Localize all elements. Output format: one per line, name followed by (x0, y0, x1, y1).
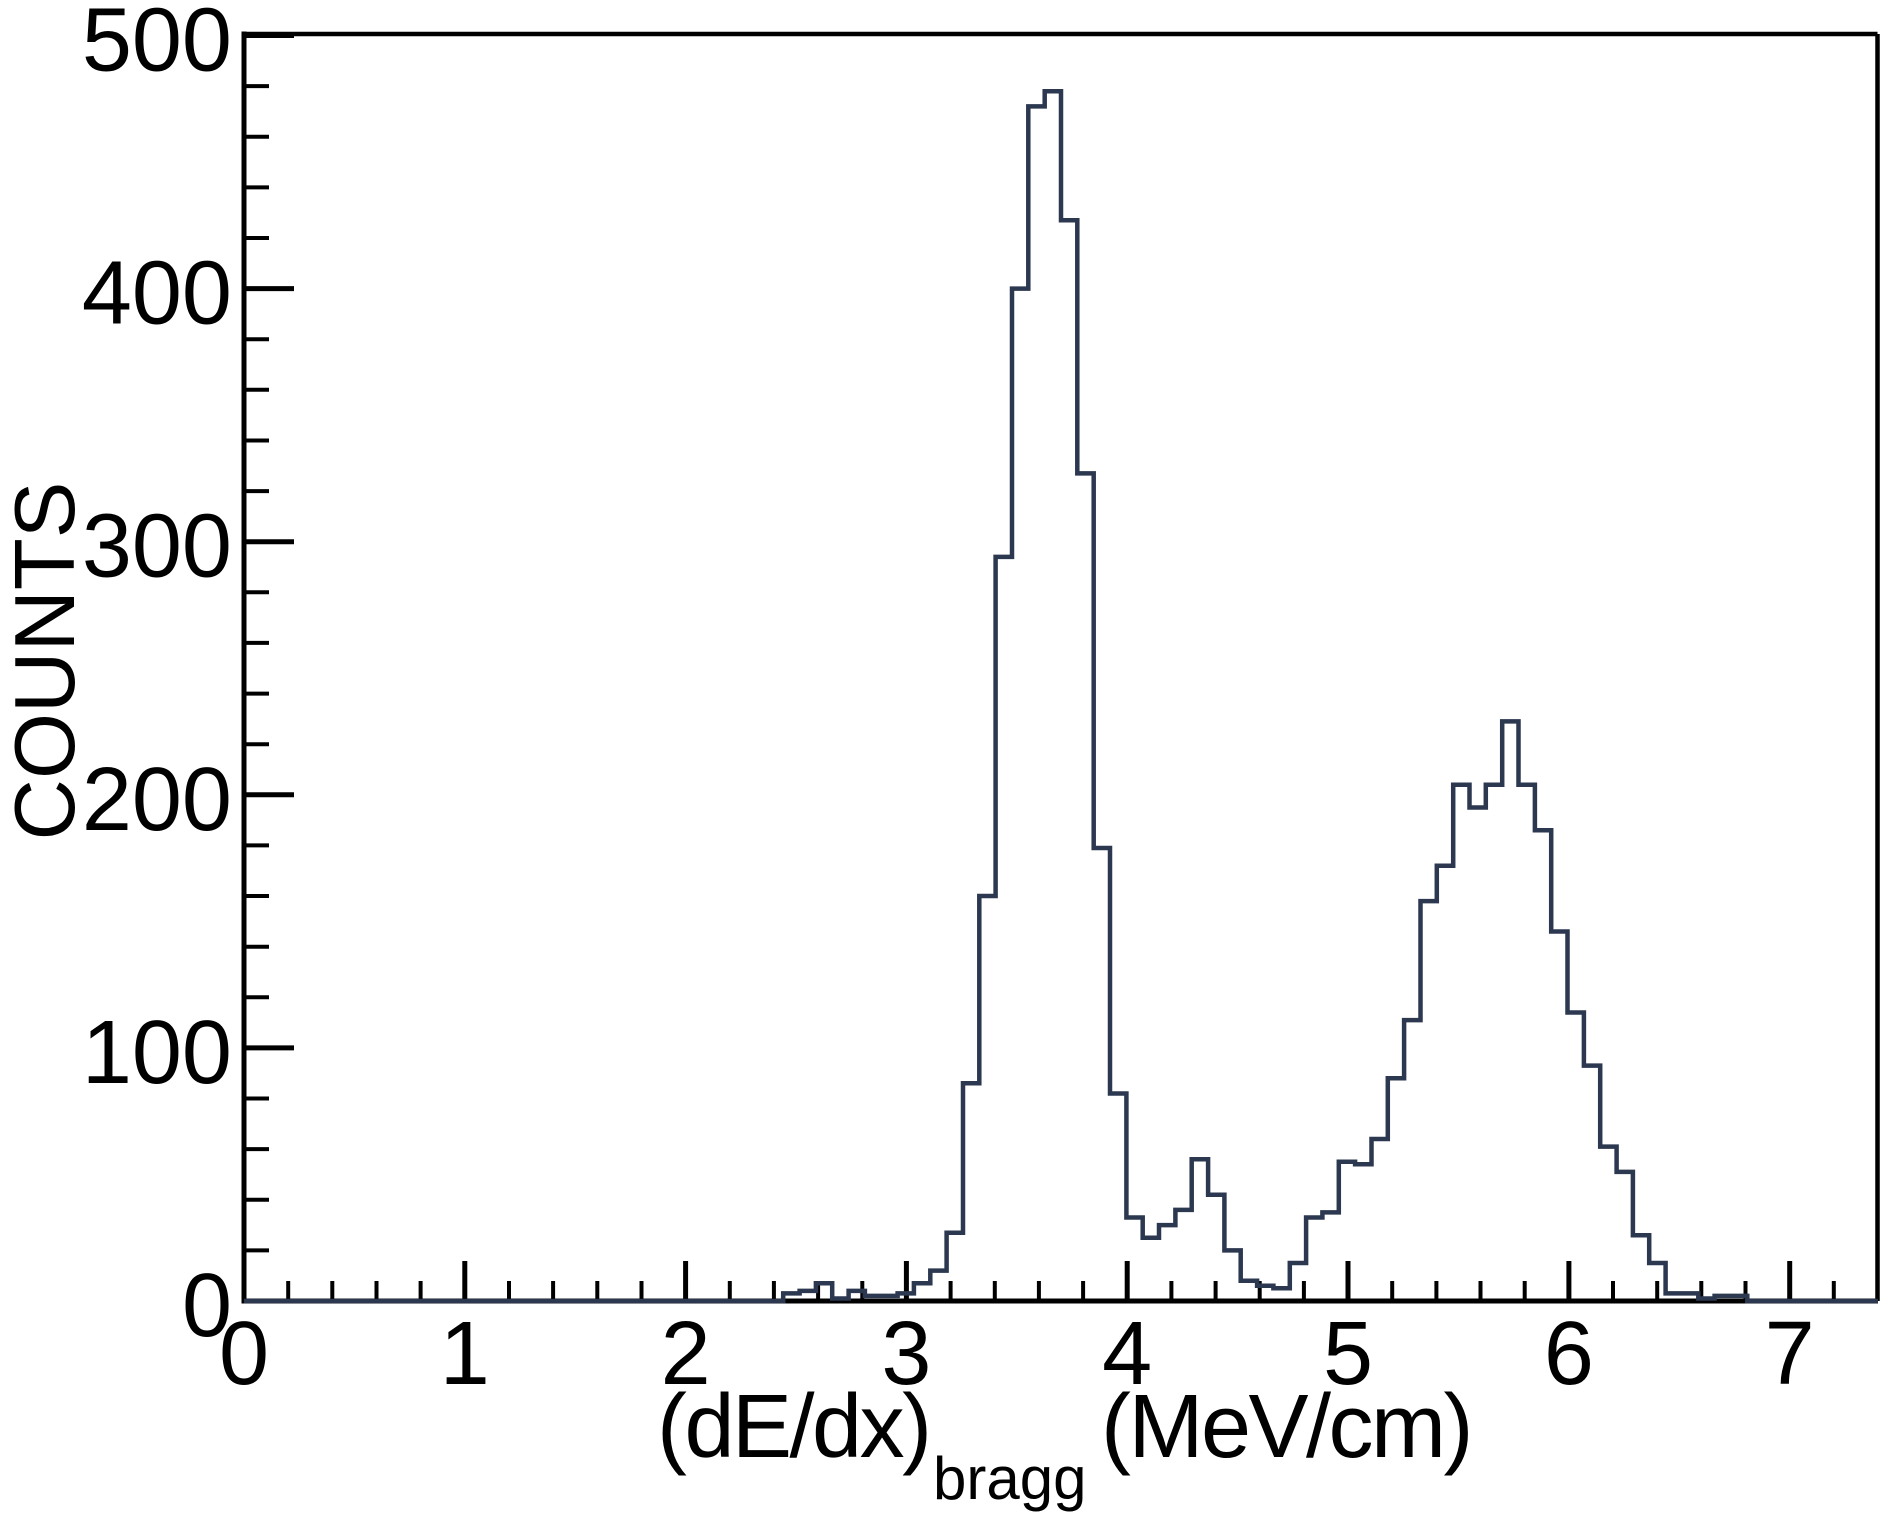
svg-text:(dE/dx): (dE/dx) (657, 1377, 930, 1477)
svg-text:0: 0 (182, 1256, 232, 1356)
svg-text:400: 400 (82, 244, 232, 344)
svg-text:100: 100 (82, 1003, 232, 1103)
svg-text:3: 3 (881, 1304, 931, 1404)
svg-text:300: 300 (82, 497, 232, 597)
svg-text:4: 4 (1102, 1304, 1152, 1404)
svg-text:500: 500 (82, 0, 232, 91)
svg-text:bragg: bragg (933, 1445, 1086, 1512)
svg-text:2: 2 (661, 1304, 711, 1404)
svg-text:COUNTS: COUNTS (0, 482, 93, 841)
svg-text:7: 7 (1765, 1304, 1815, 1404)
svg-text:(MeV/cm): (MeV/cm) (1101, 1377, 1471, 1477)
svg-text:6: 6 (1544, 1304, 1594, 1404)
svg-text:5: 5 (1323, 1304, 1373, 1404)
svg-text:1: 1 (440, 1304, 490, 1404)
svg-text:0: 0 (219, 1304, 269, 1404)
svg-text:200: 200 (82, 750, 232, 850)
